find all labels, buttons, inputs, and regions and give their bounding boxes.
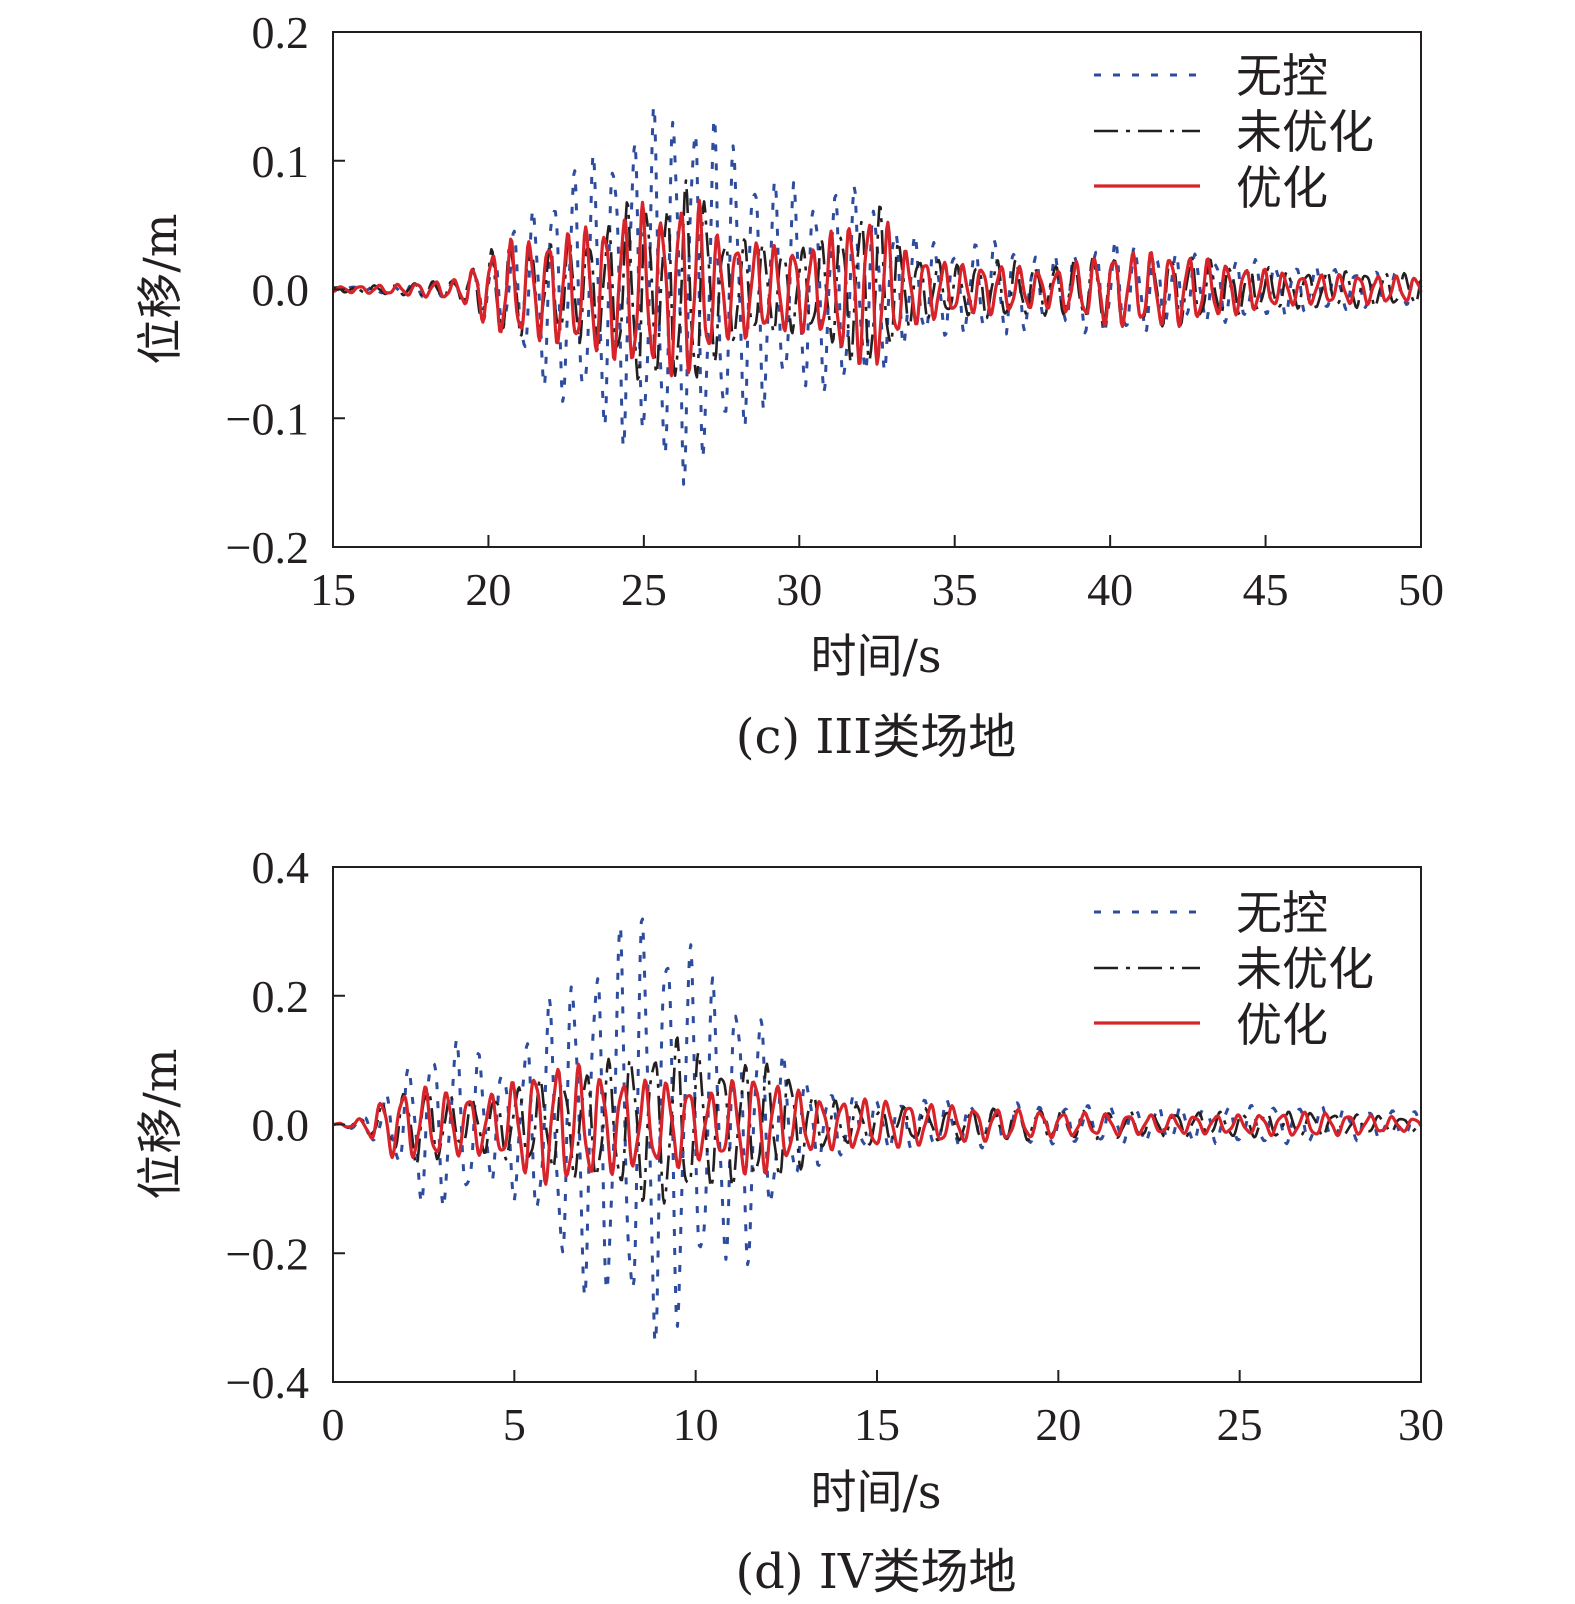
x-tick-label: 50	[1398, 564, 1444, 615]
y-tick-label: −0.4	[226, 1357, 309, 1408]
axis-ticks: 0 5 10 15 20 25 30 0.4 0.2 0.0 −0.2 −0.4	[226, 842, 1444, 1450]
x-tick-label: 25	[1217, 1399, 1263, 1450]
x-tick-label: 15	[310, 564, 356, 615]
x-tick-label: 15	[854, 1399, 900, 1450]
plot-lines	[332, 917, 1423, 1344]
x-tick-label: 10	[673, 1399, 719, 1450]
legend-label-uncontrolled: 无控	[1236, 886, 1328, 940]
x-tick-label: 5	[503, 1399, 526, 1450]
axis-ticks: 15 20 25 30 35 40 45 50 0.2 0.1 0.0 −0.1 −0.2	[226, 7, 1444, 615]
y-tick-label: 0.0	[252, 1100, 310, 1151]
y-tick-label: 0.4	[252, 842, 310, 893]
series-line-uncontrolled	[332, 917, 1423, 1344]
legend-label-optimized: 优化	[1236, 161, 1328, 215]
series-line-optimized	[332, 1062, 1423, 1186]
plot-lines	[332, 104, 1423, 486]
y-tick-label: 0.0	[252, 265, 310, 316]
legend-label-unoptimized: 未优化	[1236, 942, 1374, 996]
x-axis-label: 时间/s	[810, 629, 941, 683]
x-tick-label: 20	[465, 564, 511, 615]
x-axis-label: 时间/s	[810, 1465, 941, 1519]
y-tick-label: 0.2	[252, 7, 310, 58]
chart-panel-d: 0 5 10 15 20 25 300.40.20.0−0.2−0.4 无控 未优化 优化 …	[133, 842, 1444, 1600]
series-line-uncontrolled	[332, 104, 1423, 486]
x-tick-label: 30	[776, 564, 822, 615]
series-line-unoptimized	[332, 179, 1423, 381]
legend: 无控 未优化 优化	[1094, 49, 1374, 215]
x-tick-label: 35	[932, 564, 978, 615]
series-line-unoptimized	[332, 1036, 1422, 1205]
series-line-optimized	[332, 198, 1423, 378]
y-axis-label: 位移/m	[133, 213, 187, 364]
chart-panel-c: 15 20 25 30 35 40 45 50 0.2 0.1 0.0 −0.1 −0.2 无控 未优化…	[133, 7, 1444, 765]
legend: 无控 未优化 优化	[1094, 886, 1374, 1052]
panel-caption: (c) III类场地	[736, 709, 1016, 765]
y-tick-label: −0.2	[226, 522, 309, 573]
panel-caption: (d) IV类场地	[735, 1544, 1016, 1600]
legend-label-optimized: 优化	[1236, 998, 1328, 1052]
x-tick-label: 40	[1087, 564, 1133, 615]
x-tick-label: 25	[621, 564, 667, 615]
y-tick-label: 0.1	[252, 136, 310, 187]
y-tick-label: −0.2	[226, 1228, 309, 1279]
y-tick-label: 0.2	[252, 971, 310, 1022]
legend-label-unoptimized: 未优化	[1236, 105, 1374, 159]
x-tick-label: 30	[1398, 1399, 1444, 1450]
y-axis-label: 位移/m	[133, 1048, 187, 1199]
legend-label-uncontrolled: 无控	[1236, 49, 1328, 103]
x-tick-label: 0	[322, 1399, 345, 1450]
y-tick-label: −0.1	[226, 393, 309, 444]
x-tick-label: 45	[1243, 564, 1289, 615]
x-tick-label: 20	[1035, 1399, 1081, 1450]
